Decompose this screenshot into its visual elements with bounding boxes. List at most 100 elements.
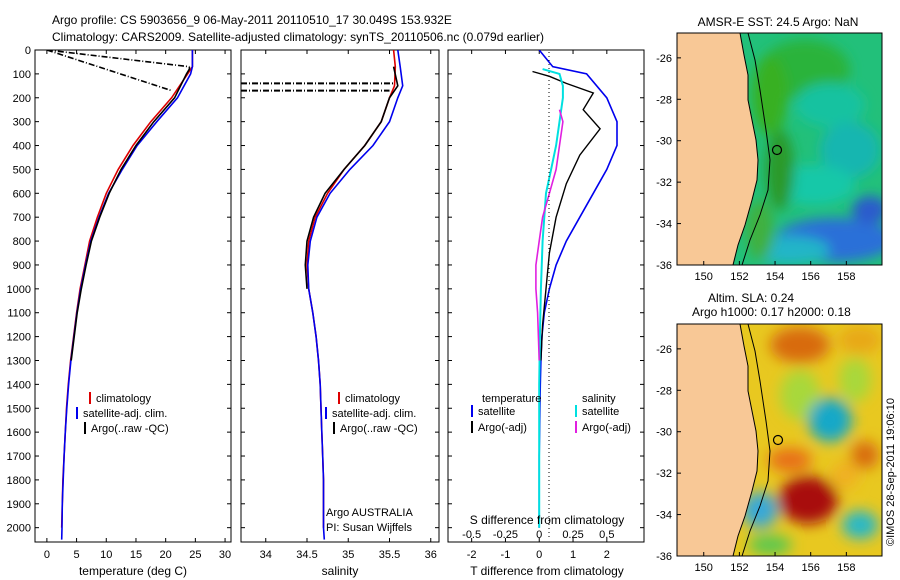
difference-legend: temperature satellite Argo(-adj) salinit… xyxy=(471,393,631,434)
series-line xyxy=(538,68,564,528)
map-y-tick-label: -34 xyxy=(656,219,672,231)
map-sst-title: AMSR-E SST: 24.5 Argo: NaN xyxy=(698,15,859,29)
y-tick-label: 0 xyxy=(25,45,31,57)
legend-label: climatology xyxy=(345,393,401,405)
x-top-tick-label: -0.25 xyxy=(493,529,518,541)
y-tick-label: 1000 xyxy=(7,284,31,296)
map-y-tick-label: -26 xyxy=(656,344,672,356)
temperature-xlabel: temperature (deg C) xyxy=(79,564,187,578)
map-x-tick-label: 150 xyxy=(695,271,713,283)
argo-location-marker xyxy=(771,144,783,156)
difference-axes xyxy=(447,49,645,543)
difference-xlabel-top: S difference from climatology xyxy=(470,513,625,527)
series-line xyxy=(538,50,618,528)
legend-label: Argo(-adj) xyxy=(478,422,527,434)
y-tick-label: 1300 xyxy=(7,355,31,367)
salinity-x-axis: 34 34.5 35 35.5 36 xyxy=(260,50,437,561)
y-tick-label: 300 xyxy=(13,117,31,129)
temperature-axes xyxy=(34,49,232,543)
argo-location-marker xyxy=(772,434,784,446)
difference-x-axis: -2 -1 0 1 2 -0.5 -0.25 0 0.25 0.5 xyxy=(462,50,614,561)
credit-text: ©IMOS 28-Sep-2011 19:06:10 xyxy=(885,398,897,546)
x-tick-label: -2 xyxy=(467,549,477,561)
x-top-tick-label: 0 xyxy=(536,529,542,541)
series-line xyxy=(46,50,190,68)
map-sla-title-1: Altim. SLA: 0.24 xyxy=(708,291,794,305)
legend-label: climatology xyxy=(96,393,152,405)
map-y-tick-label: -30 xyxy=(656,427,672,439)
y-tick-label: 1400 xyxy=(7,379,31,391)
x-tick-label: 2 xyxy=(604,549,610,561)
salinity-axes xyxy=(240,49,440,543)
y-tick-label: 1100 xyxy=(7,308,31,320)
legend-label: satellite xyxy=(582,406,619,418)
map-x-tick-label: 158 xyxy=(837,562,855,574)
map-sst-image xyxy=(677,33,882,265)
x-top-tick-label: 0.5 xyxy=(599,529,614,541)
x-tick-label: 34 xyxy=(260,549,272,561)
legend-label: Argo(-adj) xyxy=(582,422,631,434)
series-line xyxy=(304,66,399,289)
temperature-series xyxy=(46,50,194,540)
map-x-tick-label: 154 xyxy=(766,271,784,283)
x-tick-label: 1 xyxy=(570,549,576,561)
map-x-tick-label: 150 xyxy=(695,562,713,574)
x-tick-label: 10 xyxy=(100,549,112,561)
series-line xyxy=(60,50,194,540)
y-tick-label: 1900 xyxy=(7,499,31,511)
map-sla-title-2: Argo h1000: 0.17 h2000: 0.18 xyxy=(692,305,851,319)
salinity-xlabel: salinity xyxy=(322,564,359,578)
legend-label: satellite-adj. clim. xyxy=(83,408,167,420)
y-tick-label: 600 xyxy=(13,188,31,200)
y-tick-label: 800 xyxy=(13,236,31,248)
legend-label: temperature xyxy=(482,393,541,405)
map-y-tick-label: -30 xyxy=(656,136,672,148)
y-tick-label: 500 xyxy=(13,164,31,176)
legend-label: Argo(..raw -QC) xyxy=(340,423,418,435)
x-tick-label: 15 xyxy=(130,549,142,561)
x-top-tick-label: -0.5 xyxy=(462,529,481,541)
map-x-tick-label: 152 xyxy=(730,271,748,283)
x-tick-label: 25 xyxy=(189,549,201,561)
depth-axis: 0 100 200 300 400 500 600 700 800 900 1000 1100 1200… xyxy=(7,45,644,535)
map-sla-frame xyxy=(676,323,883,557)
map-sla-image xyxy=(677,324,882,556)
x-tick-label: 0 xyxy=(536,549,542,561)
series-line xyxy=(535,109,564,361)
series-line xyxy=(306,50,404,540)
map-y-tick-label: -28 xyxy=(656,94,672,106)
y-tick-label: 1600 xyxy=(7,427,31,439)
x-tick-label: 34.5 xyxy=(296,549,317,561)
x-tick-label: 30 xyxy=(219,549,231,561)
y-tick-label: 900 xyxy=(13,260,31,272)
x-tick-label: 0 xyxy=(44,549,50,561)
map-x-tick-label: 152 xyxy=(730,562,748,574)
map-y-tick-label: -32 xyxy=(656,468,672,480)
header-line1: Argo profile: CS 5903656_9 06-May-2011 2… xyxy=(52,13,452,27)
temperature-legend: climatology satellite-adj. clim. Argo(..… xyxy=(76,392,169,435)
difference-series xyxy=(532,50,618,528)
map-sst-axes: 150 152 154 156 158 -26 -28 -30 -32 -34 -36 xyxy=(656,53,855,283)
x-tick-label: 36 xyxy=(425,549,437,561)
difference-xlabel: T difference from climatology xyxy=(470,564,624,578)
map-y-tick-label: -34 xyxy=(656,510,672,522)
y-tick-label: 2000 xyxy=(7,523,31,535)
y-tick-label: 1800 xyxy=(7,475,31,487)
temperature-x-axis: 0 5 10 15 20 25 30 xyxy=(44,50,231,561)
map-y-tick-label: -32 xyxy=(656,177,672,189)
x-tick-label: 20 xyxy=(160,549,172,561)
y-tick-label: 200 xyxy=(13,93,31,105)
map-x-tick-label: 154 xyxy=(766,562,784,574)
map-y-tick-label: -36 xyxy=(656,551,672,563)
map-y-tick-label: -28 xyxy=(656,385,672,397)
y-tick-label: 400 xyxy=(13,141,31,153)
map-x-tick-label: 156 xyxy=(802,562,820,574)
map-x-tick-label: 158 xyxy=(837,271,855,283)
x-tick-label: -1 xyxy=(501,549,511,561)
header-line2: Climatology: CARS2009. Satellite-adjuste… xyxy=(52,30,544,44)
y-tick-label: 1200 xyxy=(7,332,31,344)
legend-label: Argo(..raw -QC) xyxy=(91,423,169,435)
legend-label: satellite xyxy=(478,406,515,418)
y-tick-label: 100 xyxy=(13,69,31,81)
